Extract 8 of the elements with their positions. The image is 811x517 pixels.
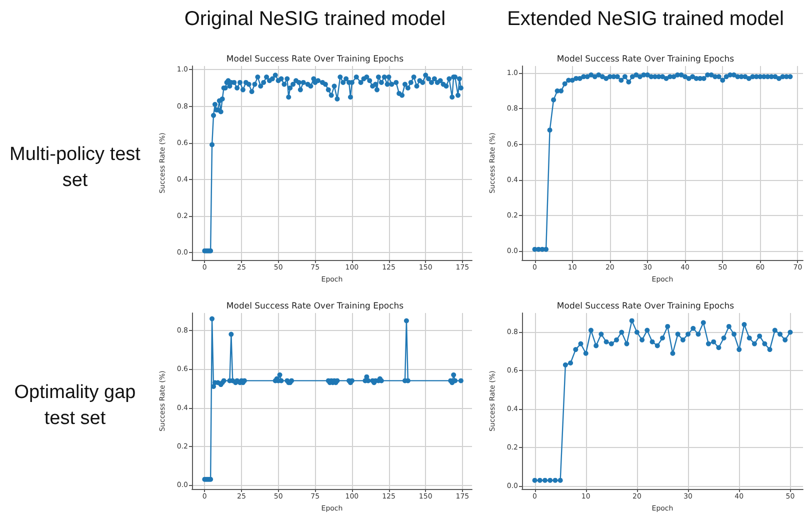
chart-title: Model Success Rate Over Training Epochs <box>556 54 735 64</box>
text: Original NeSIG trained model <box>183 8 447 31</box>
chart-title: Model Success Rate Over Training Epochs <box>556 302 735 312</box>
text: Multi-policy test set <box>8 143 142 193</box>
chart-title: Model Success Rate Over Training Epochs <box>226 302 404 312</box>
chart-title: Model Success Rate Over Training Epochs <box>226 54 404 64</box>
text: Optimality gap test set <box>13 381 137 431</box>
text: Extended NeSIG trained model <box>506 8 785 31</box>
